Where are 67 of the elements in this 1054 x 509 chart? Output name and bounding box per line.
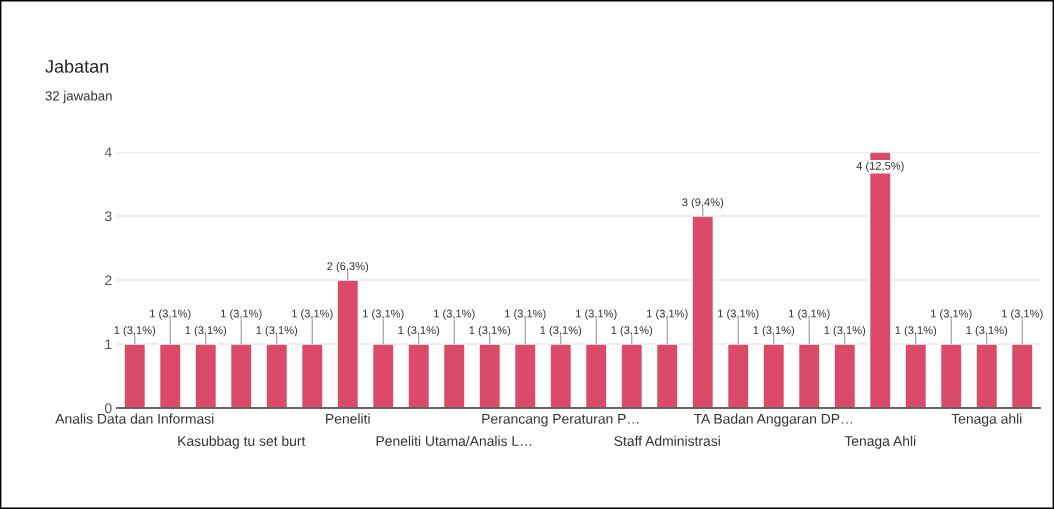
data-label: 1 (3,1%) — [824, 325, 866, 337]
x-tick-label: Analis Data dan Informasi — [55, 413, 214, 424]
bar — [265, 343, 289, 408]
bar — [478, 343, 502, 408]
data-label: 1 (3,1%) — [1002, 309, 1043, 320]
data-label: 4 (12,5%) — [856, 161, 904, 172]
x-tick-label: Tenaga Ahli — [844, 435, 916, 449]
data-label: 1 (3,1%) — [363, 309, 404, 320]
bar — [833, 343, 857, 408]
bar — [620, 343, 644, 408]
data-label: 1 (3,1%) — [221, 309, 262, 320]
bar — [300, 343, 324, 408]
data-label: 1 (3,1%) — [966, 325, 1008, 337]
data-label: 1 (3,1%) — [114, 325, 156, 337]
bar — [584, 343, 608, 408]
data-label: 1 (3,1%) — [647, 309, 688, 320]
bar — [691, 215, 715, 408]
bar — [513, 343, 537, 408]
bar — [1010, 343, 1034, 408]
x-tick-label: Perancang Peraturan P… — [482, 414, 639, 427]
data-label: 1 (3,1%) — [576, 309, 617, 320]
bar — [655, 343, 679, 408]
bar — [797, 343, 821, 408]
bar — [939, 343, 963, 408]
y-tick-label: 2 — [105, 275, 112, 286]
bar — [726, 343, 750, 408]
bar — [371, 343, 395, 408]
data-label: 1 (3,1%) — [718, 309, 759, 320]
y-tick-label: 0 — [104, 403, 112, 414]
data-label: 1 (3,1%) — [505, 309, 546, 320]
bar — [762, 343, 786, 408]
data-label: 1 (3,1%) — [931, 309, 972, 320]
x-tick-label: TA Badan Anggaran DP… — [693, 413, 853, 427]
bar — [336, 279, 360, 408]
chart-title: Jabatan — [45, 59, 109, 73]
bar — [904, 343, 928, 408]
y-tick-label: 1 — [105, 339, 112, 350]
data-label: 1 (3,1%) — [398, 325, 440, 337]
x-tick-label: Tenaga ahli — [951, 413, 1022, 427]
bar — [975, 343, 999, 408]
data-label: 1 (3,1%) — [256, 325, 298, 337]
x-tick-label: Peneliti Utama/Analis L… — [376, 435, 532, 446]
bar — [407, 343, 431, 408]
data-label: 1 (3,1%) — [469, 325, 511, 337]
data-label: 1 (3,1%) — [611, 325, 653, 337]
y-tick-label: 3 — [104, 211, 112, 222]
data-label: 1 (3,1%) — [185, 325, 227, 337]
bar — [158, 343, 182, 408]
data-label: 1 (3,1%) — [540, 325, 582, 337]
bar — [229, 343, 253, 408]
data-label: 2 (6,3%) — [327, 261, 369, 273]
data-label: 1 (3,1%) — [753, 325, 795, 337]
chart-subtitle: 32 jawaban — [45, 90, 112, 104]
x-tick-label: Peneliti — [326, 413, 370, 424]
bar — [123, 343, 147, 408]
bar — [442, 343, 466, 408]
x-tick-label: Kasubbag tu set burt — [178, 435, 306, 449]
bar — [549, 343, 573, 408]
data-label: 1 (3,1%) — [789, 309, 830, 320]
data-label: 3 (9,4%) — [682, 197, 724, 209]
x-tick-label: Staff Administrasi — [614, 435, 720, 446]
data-label: 1 (3,1%) — [292, 309, 333, 320]
bar — [194, 343, 218, 408]
data-label: 1 (3,1%) — [434, 309, 475, 320]
data-label: 1 (3,1%) — [150, 309, 191, 320]
data-label: 1 (3,1%) — [895, 325, 937, 337]
y-tick-label: 4 — [104, 147, 112, 158]
